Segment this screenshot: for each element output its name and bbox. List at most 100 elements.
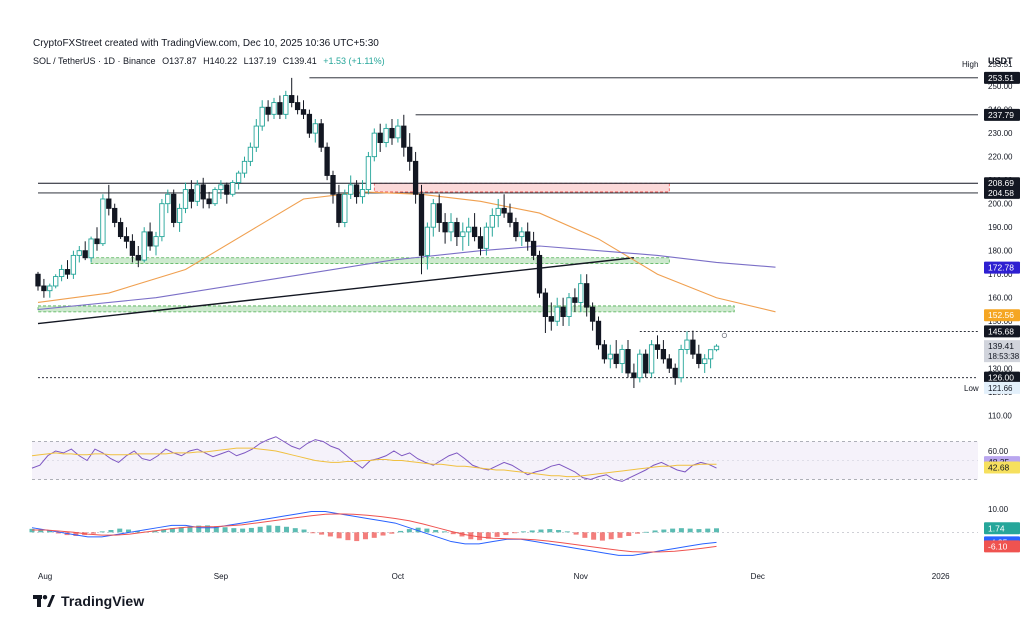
candle-body [241, 160, 248, 174]
axis-label-208.69-bg [984, 177, 1020, 190]
time-tick-label: Dec [751, 572, 765, 581]
price-tick-label: 220.00 [988, 153, 1013, 162]
candle-body [306, 113, 313, 134]
candle-body [58, 269, 65, 278]
price-tick-label: 200.00 [988, 200, 1013, 209]
candle-body [47, 285, 53, 292]
macd-histogram-bar [643, 531, 649, 533]
tradingview-brand: TradingView [61, 593, 145, 609]
low-value: 121.66 [988, 384, 1013, 393]
macd-histogram-bar [196, 525, 202, 533]
candle-body [324, 146, 330, 176]
axis-label-145.68-bg [984, 325, 1020, 338]
candle-body [159, 203, 165, 238]
candle-body [348, 184, 354, 195]
moving-averages-layer [37, 191, 776, 313]
candle-body [289, 95, 295, 104]
candle-body [578, 283, 584, 303]
rsi-label-42.68: 42.68 [988, 462, 1010, 472]
axis-label-145.68: 145.68 [988, 326, 1014, 336]
candle-body [654, 344, 661, 350]
candle-body [454, 222, 460, 238]
macd-histogram-bar [362, 532, 368, 540]
candle-body [123, 236, 130, 242]
axis-label-208.69: 208.69 [988, 178, 1014, 188]
candle-body [477, 236, 484, 249]
price-tick-label: 150.00 [988, 317, 1013, 326]
candle-body [507, 212, 513, 223]
candle-body [277, 102, 283, 115]
zone-demand-lower [37, 305, 735, 313]
tradingview-logo-icon [33, 595, 55, 607]
candle-body [318, 123, 324, 148]
axis-label-237.79: 237.79 [988, 110, 1014, 120]
candle-body [554, 306, 560, 322]
zone-supply [373, 182, 670, 193]
macd-histogram-bar [73, 532, 79, 536]
candle-body [94, 238, 100, 245]
macd-histogram-bar [564, 531, 570, 533]
candle-body [589, 306, 596, 322]
macd-histogram-bar [450, 532, 456, 535]
macd-histogram-bar [406, 529, 412, 533]
last-price-value: 139.41 [988, 341, 1014, 351]
macd-histogram-bar [29, 528, 35, 533]
tradingview-logo[interactable]: TradingView [33, 593, 144, 609]
candle-body [100, 198, 106, 245]
candle-body [672, 367, 678, 379]
candle-body [648, 344, 655, 374]
low-label: Low [964, 384, 979, 393]
candle-body [613, 353, 619, 365]
candle-body [153, 236, 159, 247]
candle-body [513, 222, 519, 238]
macd-histogram-bar [415, 527, 421, 533]
candle-body [542, 292, 549, 317]
axis-label-152.56: 152.56 [988, 310, 1014, 320]
axis-label-204.58-bg [984, 186, 1020, 199]
macd-histogram-bar [599, 532, 605, 541]
price-axis: 110.00120.00130.00140.00150.00160.00170.… [962, 60, 1020, 553]
axis-label-126.00-bg [984, 371, 1020, 384]
candle-body [76, 250, 82, 256]
price-unit: USDT [988, 56, 1013, 66]
macd-histogram-bar [292, 528, 298, 533]
created-by-caption: CryptoFXStreet created with TradingView.… [33, 38, 379, 49]
candle-body [643, 353, 649, 374]
candle-body [460, 231, 466, 238]
macd-histogram-bar [652, 530, 658, 533]
time-tick-label: 2026 [932, 572, 950, 581]
macd-histogram-bar [380, 532, 386, 536]
macd-histogram-bar [187, 526, 193, 533]
time-tick-label: Aug [38, 572, 52, 581]
macd-histogram-bar [714, 528, 719, 533]
close-value: C139.41 [282, 56, 317, 66]
macd-histogram-bar [55, 532, 61, 534]
macd-label-1.74-bg [984, 522, 1020, 535]
macd-histogram-bar [161, 529, 167, 533]
candle-body [312, 123, 318, 134]
macd-line [31, 511, 717, 556]
candle-body [395, 125, 401, 139]
candle-body [525, 231, 531, 242]
candle-body [176, 207, 183, 223]
macd-histogram-bar [608, 532, 614, 540]
macd-histogram-bar [266, 525, 272, 533]
price-tick-label: 180.00 [988, 247, 1013, 256]
macd-histogram-bar [512, 532, 518, 534]
candle-body [64, 269, 71, 275]
axis-label-126.00: 126.00 [988, 373, 1014, 383]
high-label: High [962, 60, 978, 69]
macd-histogram-bar [696, 529, 702, 533]
high-value: H140.22 [203, 56, 238, 66]
macd-histogram-bar [547, 529, 553, 533]
price-tick-label: 110.00 [988, 411, 1012, 420]
rsi-tick-label: 60.00 [988, 447, 1009, 456]
rsi-pane [31, 436, 978, 482]
candle-body [377, 132, 383, 143]
candle-body [206, 198, 212, 205]
macd-label--6.10-bg [984, 540, 1020, 553]
candle-body [442, 222, 448, 233]
symbol-legend[interactable]: SOL / TetherUS · 1D · Binance O137.87 H1… [33, 56, 389, 66]
candle-body [200, 184, 206, 200]
